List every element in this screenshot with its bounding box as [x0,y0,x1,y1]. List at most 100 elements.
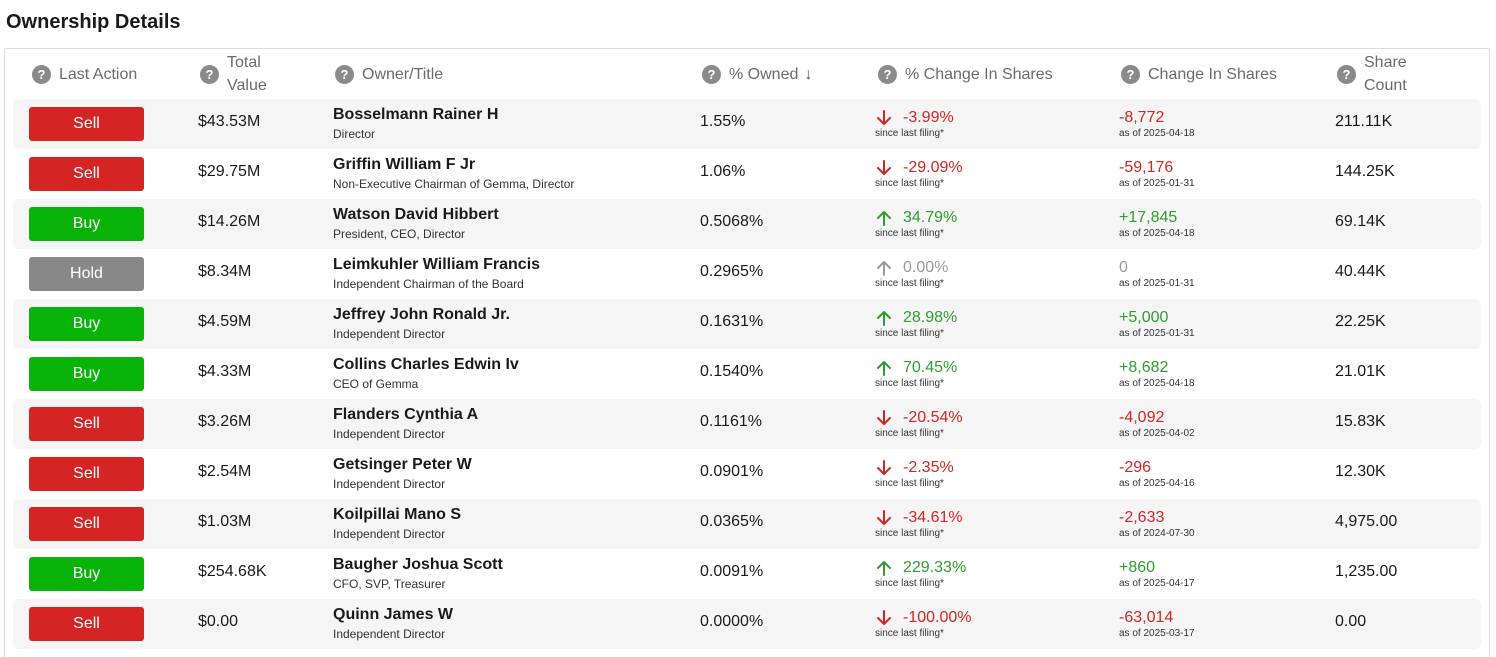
buy-action-button[interactable]: Buy [29,207,144,241]
table-row[interactable]: Buy $4.59M Jeffrey John Ronald Jr. Indep… [13,299,1481,349]
share-count: 69.14K [1335,213,1386,230]
change-shares-cell: -8,772 as of 2025-04-18 [1119,109,1195,140]
pct-change-note: since last filing* [875,228,944,239]
change-shares-cell: -296 as of 2025-04-16 [1119,459,1195,490]
owner-name[interactable]: Quinn James W [333,606,454,623]
owner-cell: Quinn James W Independent Director [333,605,453,642]
change-shares-cell: +17,845 as of 2025-04-18 [1119,209,1195,240]
pct-change-value: 0.00% [903,259,949,276]
table-row[interactable]: Buy $14.26M Watson David Hibbert Preside… [13,199,1481,249]
sell-action-button[interactable]: Sell [29,407,144,441]
col-label: % Change In Shares [905,65,1053,83]
owner-title: Independent Director [333,327,446,341]
col-header-last-action[interactable]: ? Last Action [32,49,137,99]
sell-action-button[interactable]: Sell [29,457,144,491]
help-icon[interactable]: ? [702,64,721,84]
total-value: $3.26M [198,413,252,430]
owner-title: Independent Director [333,527,446,541]
help-icon[interactable]: ? [32,64,51,84]
pct-change-cell: 0.00% since last filing* [875,259,948,290]
help-icon[interactable]: ? [1337,64,1356,84]
owner-name[interactable]: Bosselmann Rainer H [333,106,499,123]
pct-change-value: 28.98% [903,309,958,326]
owner-name[interactable]: Griffin William F Jr [333,156,476,173]
sell-action-button[interactable]: Sell [29,157,144,191]
hold-action-button[interactable]: Hold [29,257,144,291]
table-row[interactable]: Sell $1.03M Koilpillai Mano S Independen… [13,499,1481,549]
pct-change-note: since last filing* [875,628,944,639]
owner-name[interactable]: Watson David Hibbert [333,206,499,223]
pct-owned: 0.0000% [700,613,764,630]
table-row[interactable]: Sell $29.75M Griffin William F Jr Non-Ex… [13,149,1481,199]
change-shares-value: -2,633 [1119,509,1165,526]
pct-change-cell: -34.61% since last filing* [875,509,963,540]
sell-action-button[interactable]: Sell [29,507,144,541]
table-row[interactable]: Sell $0.00 Quinn James W Independent Dir… [13,599,1481,649]
help-icon[interactable]: ? [200,64,219,84]
share-count: 40.44K [1335,263,1386,280]
buy-action-button[interactable]: Buy [29,357,144,391]
share-count: 4,975.00 [1335,513,1398,530]
change-shares-value: -59,176 [1119,159,1174,176]
col-header-share-count[interactable]: ? Share Count [1337,49,1417,99]
owner-title: Independent Director [333,427,446,441]
change-shares-date: as of 2025-01-31 [1119,328,1195,339]
sort-descending-icon[interactable]: ↓ [804,65,813,83]
help-icon[interactable]: ? [878,64,897,84]
table-row[interactable]: Sell $3.26M Flanders Cynthia A Independe… [13,399,1481,449]
pct-change-value: -2.35% [903,459,954,476]
buy-action-button[interactable]: Buy [29,557,144,591]
help-icon[interactable]: ? [1121,64,1140,84]
change-shares-date: as of 2025-04-17 [1119,578,1195,589]
page-title: Ownership Details [6,11,181,33]
sell-action-button[interactable]: Sell [29,607,144,641]
owner-name[interactable]: Getsinger Peter W [333,456,472,473]
change-shares-date: as of 2025-04-18 [1119,378,1195,389]
col-header-owner-title[interactable]: ? Owner/Title [335,49,443,99]
col-header-change-shares[interactable]: ? Change In Shares [1121,49,1277,99]
arrow-down-icon [875,109,893,127]
owner-title: Independent Chairman of the Board [333,277,524,291]
table-row[interactable]: Buy $4.33M Collins Charles Edwin Iv CEO … [13,349,1481,399]
share-count: 12.30K [1335,463,1386,480]
table-row[interactable]: Hold $8.34M Leimkuhler William Francis I… [13,249,1481,299]
owner-name[interactable]: Koilpillai Mano S [333,506,462,523]
pct-change-note: since last filing* [875,178,944,189]
total-value: $4.33M [198,363,252,380]
col-header-pct-owned[interactable]: ? % Owned ↓ [702,49,812,99]
pct-change-note: since last filing* [875,278,944,289]
col-header-total-value[interactable]: ? Total Value [200,49,280,99]
owner-cell: Collins Charles Edwin Iv CEO of Gemma [333,355,519,392]
change-shares-cell: -2,633 as of 2024-07-30 [1119,509,1195,540]
pct-owned: 0.5068% [700,213,764,230]
table-row[interactable]: Sell $43.53M Bosselmann Rainer H Directo… [13,99,1481,149]
change-shares-value: -4,092 [1119,409,1165,426]
buy-action-button[interactable]: Buy [29,307,144,341]
pct-change-cell: -2.35% since last filing* [875,459,954,490]
pct-change-cell: 34.79% since last filing* [875,209,957,240]
total-value: $2.54M [198,463,252,480]
table-row[interactable]: Buy $254.68K Baugher Joshua Scott CFO, S… [13,549,1481,599]
col-label: Owner/Title [362,65,444,83]
pct-change-value: 70.45% [903,359,958,376]
sell-action-button[interactable]: Sell [29,107,144,141]
pct-change-note: since last filing* [875,528,944,539]
change-shares-date: as of 2025-04-18 [1119,228,1195,239]
share-count: 22.25K [1335,313,1386,330]
owner-name[interactable]: Leimkuhler William Francis [333,256,541,273]
owner-name[interactable]: Flanders Cynthia A [333,406,479,423]
help-icon[interactable]: ? [335,64,354,84]
table-header: ? Last Action ? Total Value ? Owner/Titl… [5,49,1489,99]
change-shares-value: -63,014 [1119,609,1174,626]
change-shares-date: as of 2025-03-17 [1119,628,1195,639]
change-shares-value: +8,682 [1119,359,1169,376]
col-header-pct-change[interactable]: ? % Change In Shares [878,49,1053,99]
change-shares-value: +17,845 [1119,209,1178,226]
owner-name[interactable]: Jeffrey John Ronald Jr. [333,306,510,323]
pct-owned: 0.2965% [700,263,764,280]
pct-change-cell: -20.54% since last filing* [875,409,963,440]
owner-name[interactable]: Baugher Joshua Scott [333,556,503,573]
owner-name[interactable]: Collins Charles Edwin Iv [333,356,519,373]
table-row[interactable]: Sell $2.54M Getsinger Peter W Independen… [13,449,1481,499]
change-shares-cell: 0 as of 2025-01-31 [1119,259,1195,290]
